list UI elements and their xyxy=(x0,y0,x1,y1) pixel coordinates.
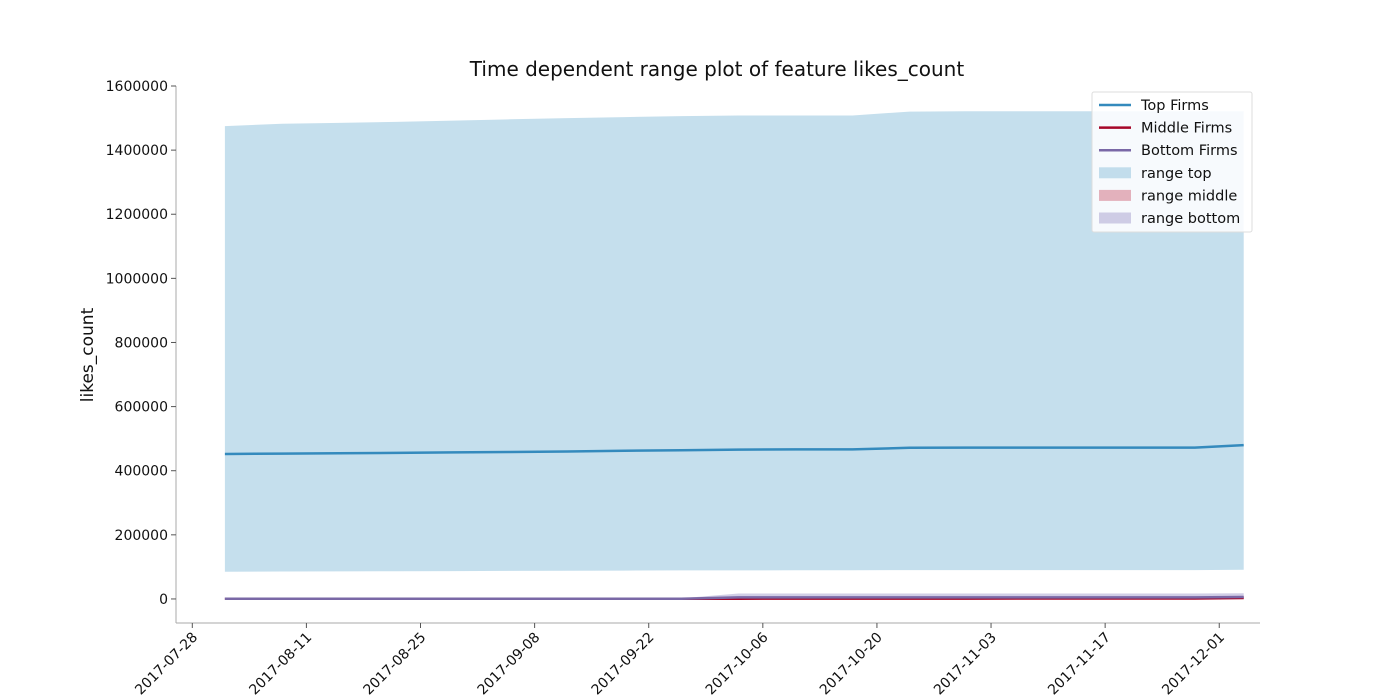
x-tick-label: 2017-08-11 xyxy=(246,630,315,699)
y-tick-label: 1200000 xyxy=(106,207,168,223)
legend: Top Firms Middle Firms Bottom Firms range t… xyxy=(1092,92,1252,232)
legend-label: Top Firms xyxy=(1140,98,1209,114)
x-tick-label: 2017-09-08 xyxy=(475,630,544,699)
series-line-3 xyxy=(225,597,1244,599)
legend-swatch-area xyxy=(1099,167,1131,178)
x-tick-label: 2017-10-20 xyxy=(817,630,886,699)
legend-label: Middle Firms xyxy=(1141,121,1232,137)
y-tick-label: 200000 xyxy=(115,528,168,544)
x-tick-label: 2017-09-22 xyxy=(589,630,658,699)
x-tick-label: 2017-11-03 xyxy=(931,630,1000,699)
x-ticks: 2017-07-28 2017-08-11 2017-08-25 2017-09-08… xyxy=(132,623,1228,698)
y-tick-label: 0 xyxy=(159,592,168,608)
y-tick-label: 800000 xyxy=(115,335,168,351)
legend-swatch-area xyxy=(1099,190,1131,201)
legend-label: range top xyxy=(1141,166,1212,182)
x-tick-label: 2017-11-17 xyxy=(1045,630,1114,699)
range-areas xyxy=(225,111,1244,599)
x-tick-label: 2017-10-06 xyxy=(703,629,772,698)
chart-title: Time dependent range plot of feature lik… xyxy=(469,57,965,81)
y-tick-label: 1000000 xyxy=(106,271,168,287)
legend-label: range bottom xyxy=(1141,211,1240,227)
legend-label: range middle xyxy=(1141,188,1237,204)
y-tick-label: 1400000 xyxy=(106,143,168,159)
x-tick-label: 2017-08-25 xyxy=(360,630,429,699)
legend-label: Bottom Firms xyxy=(1141,143,1238,159)
x-tick-label: 2017-07-28 xyxy=(132,630,201,699)
y-tick-label: 1600000 xyxy=(106,79,168,95)
legend-swatch-area xyxy=(1099,213,1131,224)
x-tick-label: 2017-12-01 xyxy=(1159,630,1228,699)
y-tick-label: 600000 xyxy=(115,400,168,416)
range-area-1 xyxy=(225,111,1244,571)
y-axis-label: likes_count xyxy=(78,307,98,402)
y-ticks: 0 200000 400000 600000 800000 1000000 1200000 1… xyxy=(106,79,176,608)
y-tick-label: 400000 xyxy=(115,464,168,480)
